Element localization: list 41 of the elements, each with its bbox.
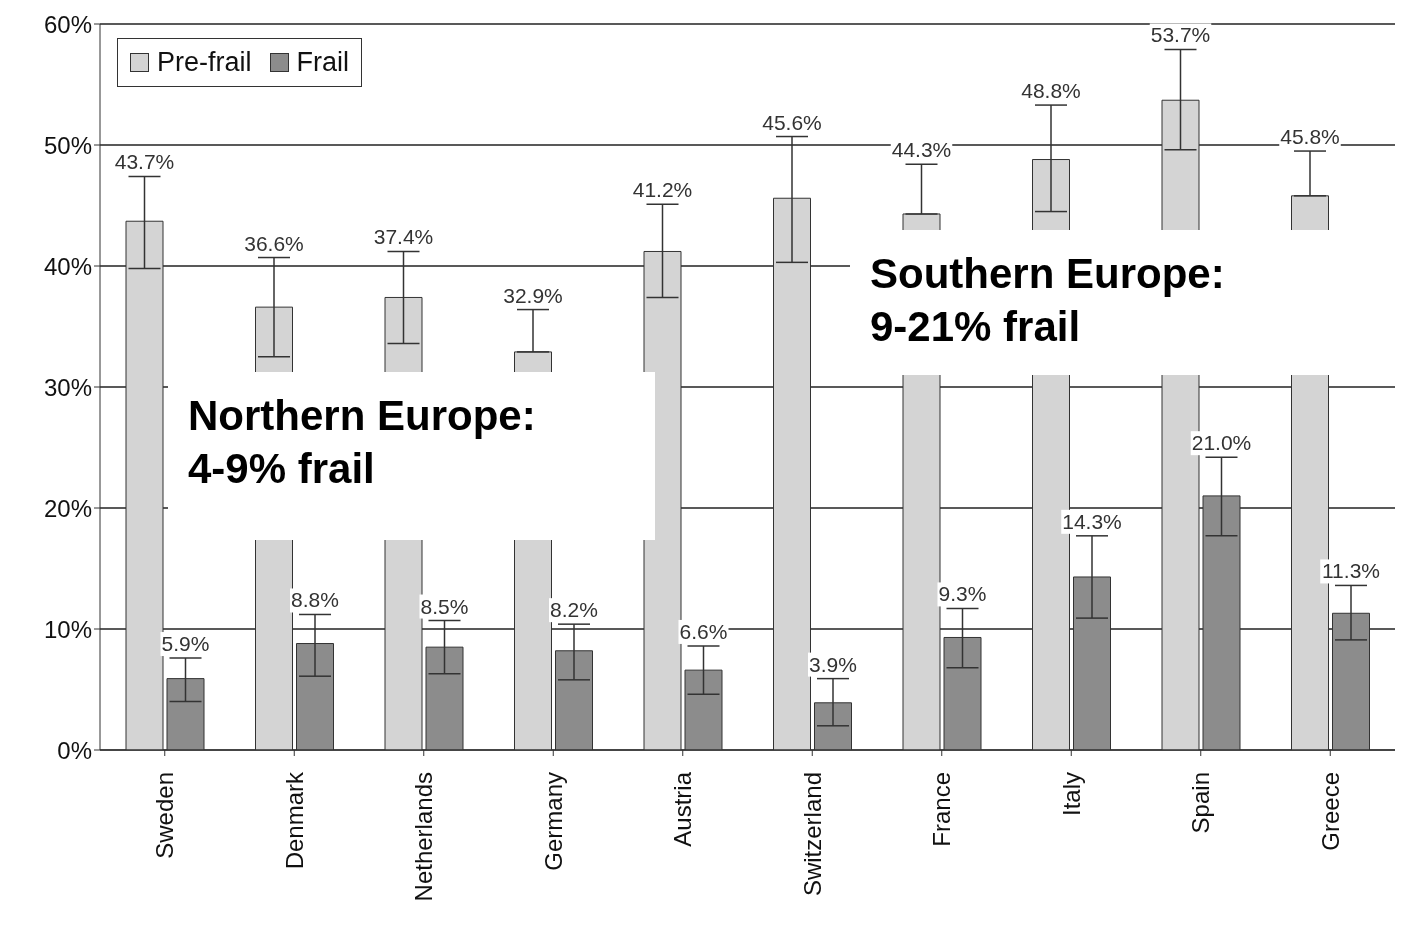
y-tick-label: 50% (43, 131, 92, 159)
text-box: Northern Europe: 4-9% frail (168, 372, 655, 540)
data-label: 11.3% (1322, 559, 1380, 583)
data-label: 21.0% (1191, 431, 1252, 455)
data-label: 48.8% (1021, 79, 1081, 103)
legend-label: Pre-frail (156, 47, 252, 78)
data-label: 36.6% (244, 231, 304, 255)
text-box: Southern Europe: 9-21% frail (850, 230, 1395, 375)
data-label: 44.3% (891, 138, 952, 162)
data-label: 8.2% (550, 598, 598, 622)
x-tick-label: France (928, 772, 956, 847)
data-label: 53.7% (1150, 23, 1211, 47)
data-label: 45.6% (762, 110, 822, 134)
x-tick-label: Sweden (151, 772, 179, 859)
data-label: 5.9% (161, 632, 210, 656)
data-label: 14.3% (1062, 509, 1122, 533)
x-tick-label: Germany (539, 772, 567, 871)
data-label: 9.3% (938, 582, 987, 606)
x-tick-label: Spain (1187, 772, 1215, 834)
data-label: 3.9% (809, 652, 857, 676)
data-label: 43.7% (114, 150, 175, 174)
data-label: 37.4% (373, 225, 434, 249)
data-label: 8.8% (291, 588, 339, 612)
x-tick-label: Denmark (280, 771, 308, 870)
data-label: 45.8% (1280, 125, 1340, 149)
y-tick-label: 10% (43, 615, 92, 643)
legend-label: Frail (295, 47, 350, 78)
y-tick-label: 30% (43, 373, 92, 401)
y-tick-label: 20% (43, 494, 92, 522)
y-tick-label: 40% (43, 252, 92, 280)
y-tick-label: 0% (57, 736, 92, 764)
x-tick-label: Italy (1057, 772, 1085, 817)
data-label: 6.6% (679, 619, 728, 643)
data-label: 41.2% (632, 178, 693, 202)
x-tick-label: Netherlands (410, 772, 438, 902)
y-tick-label: 60% (43, 10, 92, 38)
x-tick-label: Switzerland (798, 772, 826, 897)
x-tick-label: Greece (1316, 772, 1344, 851)
data-label: 8.5% (420, 594, 469, 618)
data-label: 32.9% (503, 283, 563, 307)
x-tick-label: Austria (669, 771, 697, 847)
